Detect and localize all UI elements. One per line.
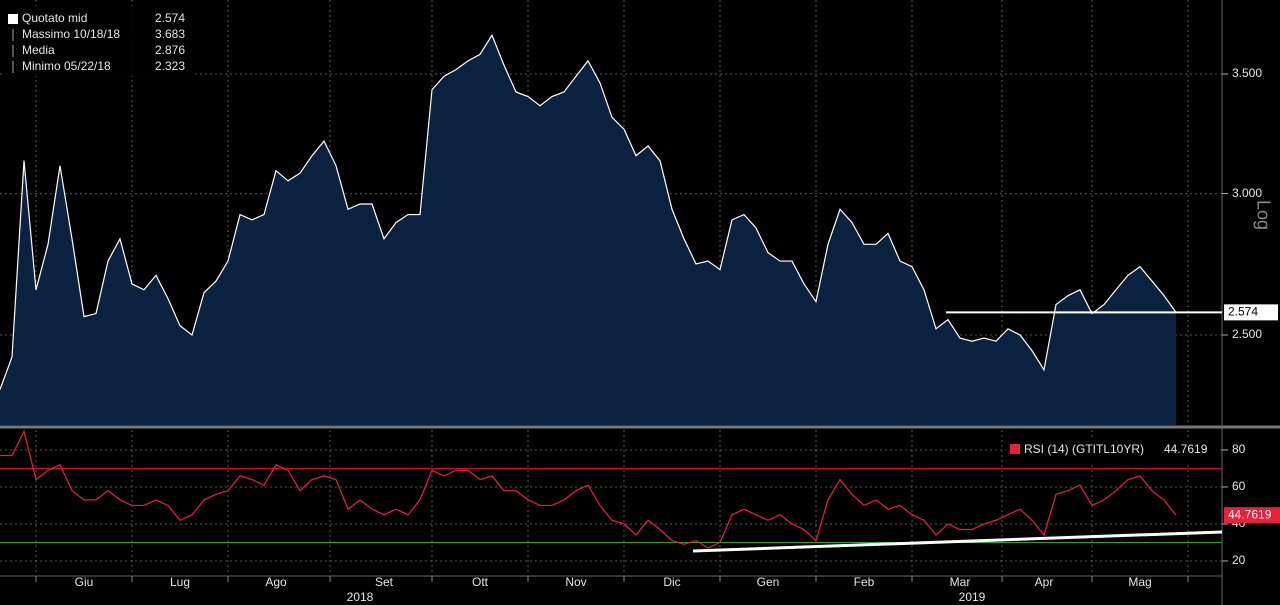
legend-value: 2.574 xyxy=(155,11,185,25)
area xyxy=(0,35,1176,426)
legend-swatch xyxy=(1010,444,1020,454)
y-tick-label: 60 xyxy=(1232,479,1246,493)
legend-box xyxy=(1006,438,1220,462)
x-tick-label: Giu xyxy=(75,575,94,589)
legend-swatch xyxy=(8,14,18,24)
x-tick-label: Ott xyxy=(472,575,489,589)
y-tick-label: 3.000 xyxy=(1232,186,1262,200)
x-tick-label: Mar xyxy=(950,575,971,589)
legend-value: 3.683 xyxy=(155,27,185,41)
last-value-box xyxy=(1224,304,1278,321)
y-tick-label: 20 xyxy=(1232,553,1246,567)
year-label: 2018 xyxy=(347,590,374,604)
legend-value: 2.876 xyxy=(155,43,185,57)
line xyxy=(0,33,1177,390)
x-tick-label: Feb xyxy=(854,575,875,589)
x-tick-label: Ago xyxy=(265,575,287,589)
legend-value: 2.323 xyxy=(155,59,185,73)
y-tick-label: 2.500 xyxy=(1232,327,1262,341)
legend-value: 44.7619 xyxy=(1164,442,1208,456)
legend-label: Quotato mid xyxy=(22,11,87,25)
last-value-label: 44.7619 xyxy=(1228,507,1272,521)
x-tick-label: Set xyxy=(375,575,394,589)
x-tick-label: Dic xyxy=(663,575,680,589)
x-tick-label: Gen xyxy=(757,575,780,589)
x-tick-label: Mag xyxy=(1128,575,1151,589)
year-label: 2019 xyxy=(959,590,986,604)
trendline xyxy=(692,530,1223,553)
scale-label: Log xyxy=(1253,200,1273,230)
legend-box xyxy=(2,6,192,76)
legend-label: Minimo 05/22/18 xyxy=(22,59,111,73)
legend-label: RSI (14) (GTITL10YR) xyxy=(1024,442,1144,456)
legend-label: Massimo 10/18/18 xyxy=(22,27,120,41)
x-tick-label: Nov xyxy=(565,575,586,589)
legend-label: Media xyxy=(22,43,55,57)
x-tick-label: Lug xyxy=(170,575,190,589)
x-tick-label: Apr xyxy=(1035,575,1054,589)
y-tick-label: 3.500 xyxy=(1232,66,1262,80)
line xyxy=(0,429,1177,549)
last-value-label: 2.574 xyxy=(1228,305,1258,319)
y-tick-label: 80 xyxy=(1232,442,1246,456)
last-value-box xyxy=(1224,507,1280,524)
